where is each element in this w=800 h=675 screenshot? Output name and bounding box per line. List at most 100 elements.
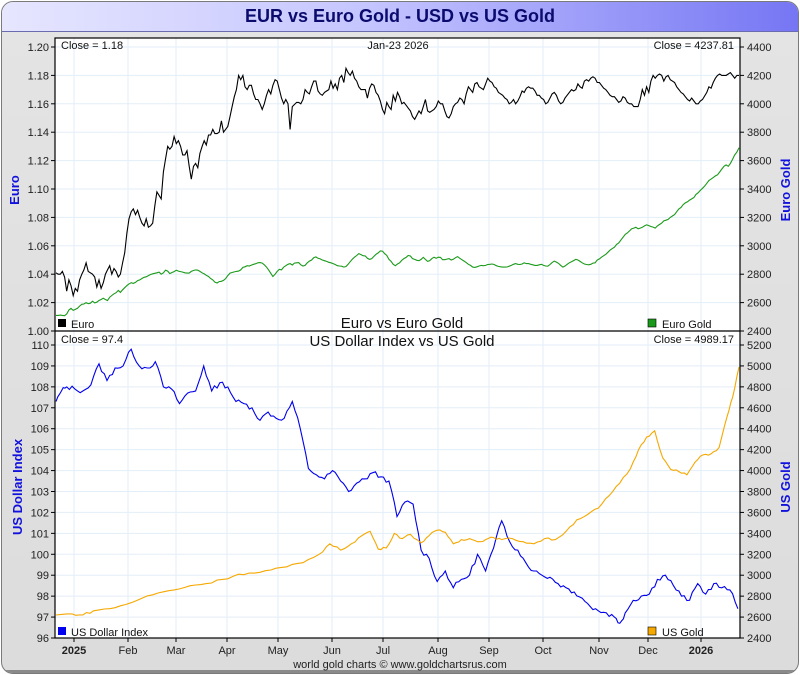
y-tick-label-right: 2600 [747,612,771,624]
y-tick-label-left: 1.10 [28,184,49,196]
y-tick-label-right: 3400 [747,184,771,196]
series-line-euro-gold [56,147,740,317]
y-axis-title-euro-gold: Euro Gold [778,159,793,222]
y-tick-label-left: 1.20 [28,42,49,54]
y-tick-label-left: 1.12 [28,156,49,168]
x-tick-label: Feb [119,645,138,657]
x-tick-label: Apr [218,645,235,657]
y-tick-label-right: 3000 [747,570,771,582]
series-line-us-gold [55,366,740,616]
y-tick-label-left: 1.14 [28,127,49,139]
y-tick-label-right: 3600 [747,156,771,168]
top-panel-title: Euro vs Euro Gold [341,315,464,332]
y-axis-title-us-gold: US Gold [778,461,793,512]
top-right-close: Close = 4237.81 [654,40,734,52]
legend-label-euro-gold: Euro Gold [662,319,712,331]
y-tick-label-left: 102 [31,507,49,519]
x-tick-label: Aug [428,645,448,657]
legend-label-euro: Euro [71,319,94,331]
y-tick-label-right: 4800 [747,382,771,394]
top-left-close: Close = 1.18 [61,40,123,52]
axes: 1.20 1.18 1.16 1.14 1.12 1.10 1.08 1.06 1.04 1.02… [28,42,772,645]
y-tick-label-right: 4200 [747,445,771,457]
top-plot-area [55,38,740,331]
legend-swatch-usd [58,627,66,635]
y-tick-label-left: 107 [31,403,49,415]
y-tick-label-right: 3800 [747,127,771,139]
y-tick-label-left: 1.04 [28,269,49,281]
y-tick-label-right: 3000 [747,241,771,253]
y-tick-label-right: 2800 [747,269,771,281]
y-tick-label-left: 108 [31,382,49,394]
plot-border [54,37,741,639]
series-line-us-dollar-index [55,348,739,624]
y-tick-label-right: 4600 [747,403,771,415]
y-tick-label-left: 1.18 [28,70,49,82]
x-tick-label: Nov [589,645,609,657]
y-tick-label-left: 105 [31,445,49,457]
y-tick-label-left: 98 [37,591,49,603]
y-tick-label-left: 104 [31,466,49,478]
x-tick-label: Oct [534,645,551,657]
bottom-plot-area [55,331,740,638]
date-label: Jan-23 2026 [367,40,428,52]
y-tick-label-right: 2600 [747,298,771,310]
y-tick-label-right: 4000 [747,466,771,478]
legend-swatch-euro-gold [647,318,657,328]
y-tick-label-right: 4400 [747,42,771,54]
y-tick-label-right: 2800 [747,591,771,603]
title-bar: EUR vs Euro Gold - USD vs US Gold [2,2,798,32]
series-line-euro [55,66,739,298]
chart-title: EUR vs Euro Gold - USD vs US Gold [244,6,556,26]
x-tick-label: May [268,645,289,657]
y-tick-label-left: 1.06 [28,241,49,253]
x-tick-label: Sep [479,645,499,657]
y-tick-label-right: 3600 [747,507,771,519]
legend-swatch-euro [58,319,66,327]
x-tick-label: Mar [167,645,186,657]
y-tick-label-left: 110 [31,340,49,352]
y-tick-label-right: 2400 [747,633,771,645]
y-tick-label-left: 99 [37,570,49,582]
y-axis-title-euro: Euro [7,175,22,205]
legend-label-us-gold: US Gold [662,627,704,639]
legend-swatch-us-gold [647,626,657,636]
y-tick-label-right: 5000 [747,361,771,373]
y-tick-label-right: 3400 [747,528,771,540]
y-tick-label-right: 4000 [747,99,771,111]
y-tick-label-right: 4200 [747,70,771,82]
y-tick-label-right: 5200 [747,340,771,352]
y-tick-label-left: 101 [31,528,49,540]
y-tick-label-left: 103 [31,487,49,499]
y-tick-label-left: 1.08 [28,212,49,224]
x-tick-label: Dec [638,645,658,657]
y-tick-label-right: 3200 [747,549,771,561]
y-tick-label-right: 2400 [747,326,771,338]
x-tick-label: Jun [323,645,341,657]
x-tick-label: 2025 [62,645,86,657]
legend-label-usd: US Dollar Index [71,627,149,639]
y-tick-label-left: 97 [37,612,49,624]
y-tick-label-left: 1.02 [28,298,49,310]
y-tick-label-right: 4400 [747,424,771,436]
grid-lines [55,38,740,638]
bottom-left-close: Close = 97.4 [61,334,123,346]
y-tick-label-left: 96 [37,633,49,645]
bottom-panel-title: US Dollar Index vs US Gold [309,333,494,350]
x-axis-ticks: 2025 Feb Mar Apr May Jun Jul Aug Sep Oct Nov Dec 202… [62,638,713,657]
x-tick-label: Jul [376,645,390,657]
y-axis-title-usd: US Dollar Index [10,438,25,535]
y-tick-label-left: 106 [31,424,49,436]
y-tick-label-left: 1.16 [28,99,49,111]
y-tick-label-right: 3800 [747,487,771,499]
footer-credit: world gold charts © www.goldchartsrus.co… [292,659,507,671]
y-tick-label-left: 100 [31,549,49,561]
bottom-right-close: Close = 4989.17 [654,334,734,346]
y-tick-label-left: 109 [31,361,49,373]
y-tick-label-left: 1.00 [28,326,49,338]
bottom-border [2,670,798,673]
y-tick-label-right: 3200 [747,212,771,224]
x-tick-label: 2026 [689,645,713,657]
series-lines [55,66,740,624]
